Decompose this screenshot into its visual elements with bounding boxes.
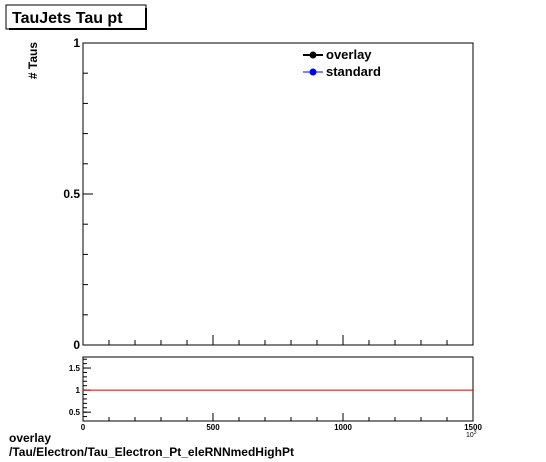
x-exponent-label: 103 [466, 430, 477, 439]
ratio-y-tick-label: 1.5 [69, 364, 81, 373]
legend-label-overlay: overlay [326, 47, 372, 62]
legend: overlay standard [303, 47, 381, 79]
y-tick-label: 1 [73, 36, 80, 50]
title-box: TauJets Tau pt [5, 4, 147, 30]
legend-entry-overlay: overlay [303, 47, 372, 62]
x-tick-label: 500 [206, 423, 220, 432]
ratio-y-tick-label: 0.5 [69, 408, 81, 417]
main-plot-frame [82, 42, 474, 346]
legend-label-standard: standard [326, 64, 381, 79]
x-tick-label: 1000 [334, 423, 352, 432]
chart-title: TauJets Tau pt [12, 10, 123, 27]
footer-line-2: /Tau/Electron/Tau_Electron_Pt_eleRNNmedH… [9, 445, 294, 459]
ratio-plot-frame [82, 356, 474, 422]
x-tick-labels: 0 500 1000 1500 [81, 423, 483, 432]
y-tick-label: 0.5 [63, 187, 80, 201]
ratio-y-tick-label: 1 [76, 386, 81, 395]
legend-entry-standard: standard [303, 64, 381, 79]
footer-line-1: overlay [9, 431, 52, 445]
main-axes: 00.51 [63, 36, 474, 352]
x-tick-label: 0 [81, 423, 86, 432]
y-axis-label: # Taus [26, 42, 40, 79]
x-tick-label: 1500 [464, 423, 482, 432]
y-tick-label: 0 [73, 338, 80, 352]
